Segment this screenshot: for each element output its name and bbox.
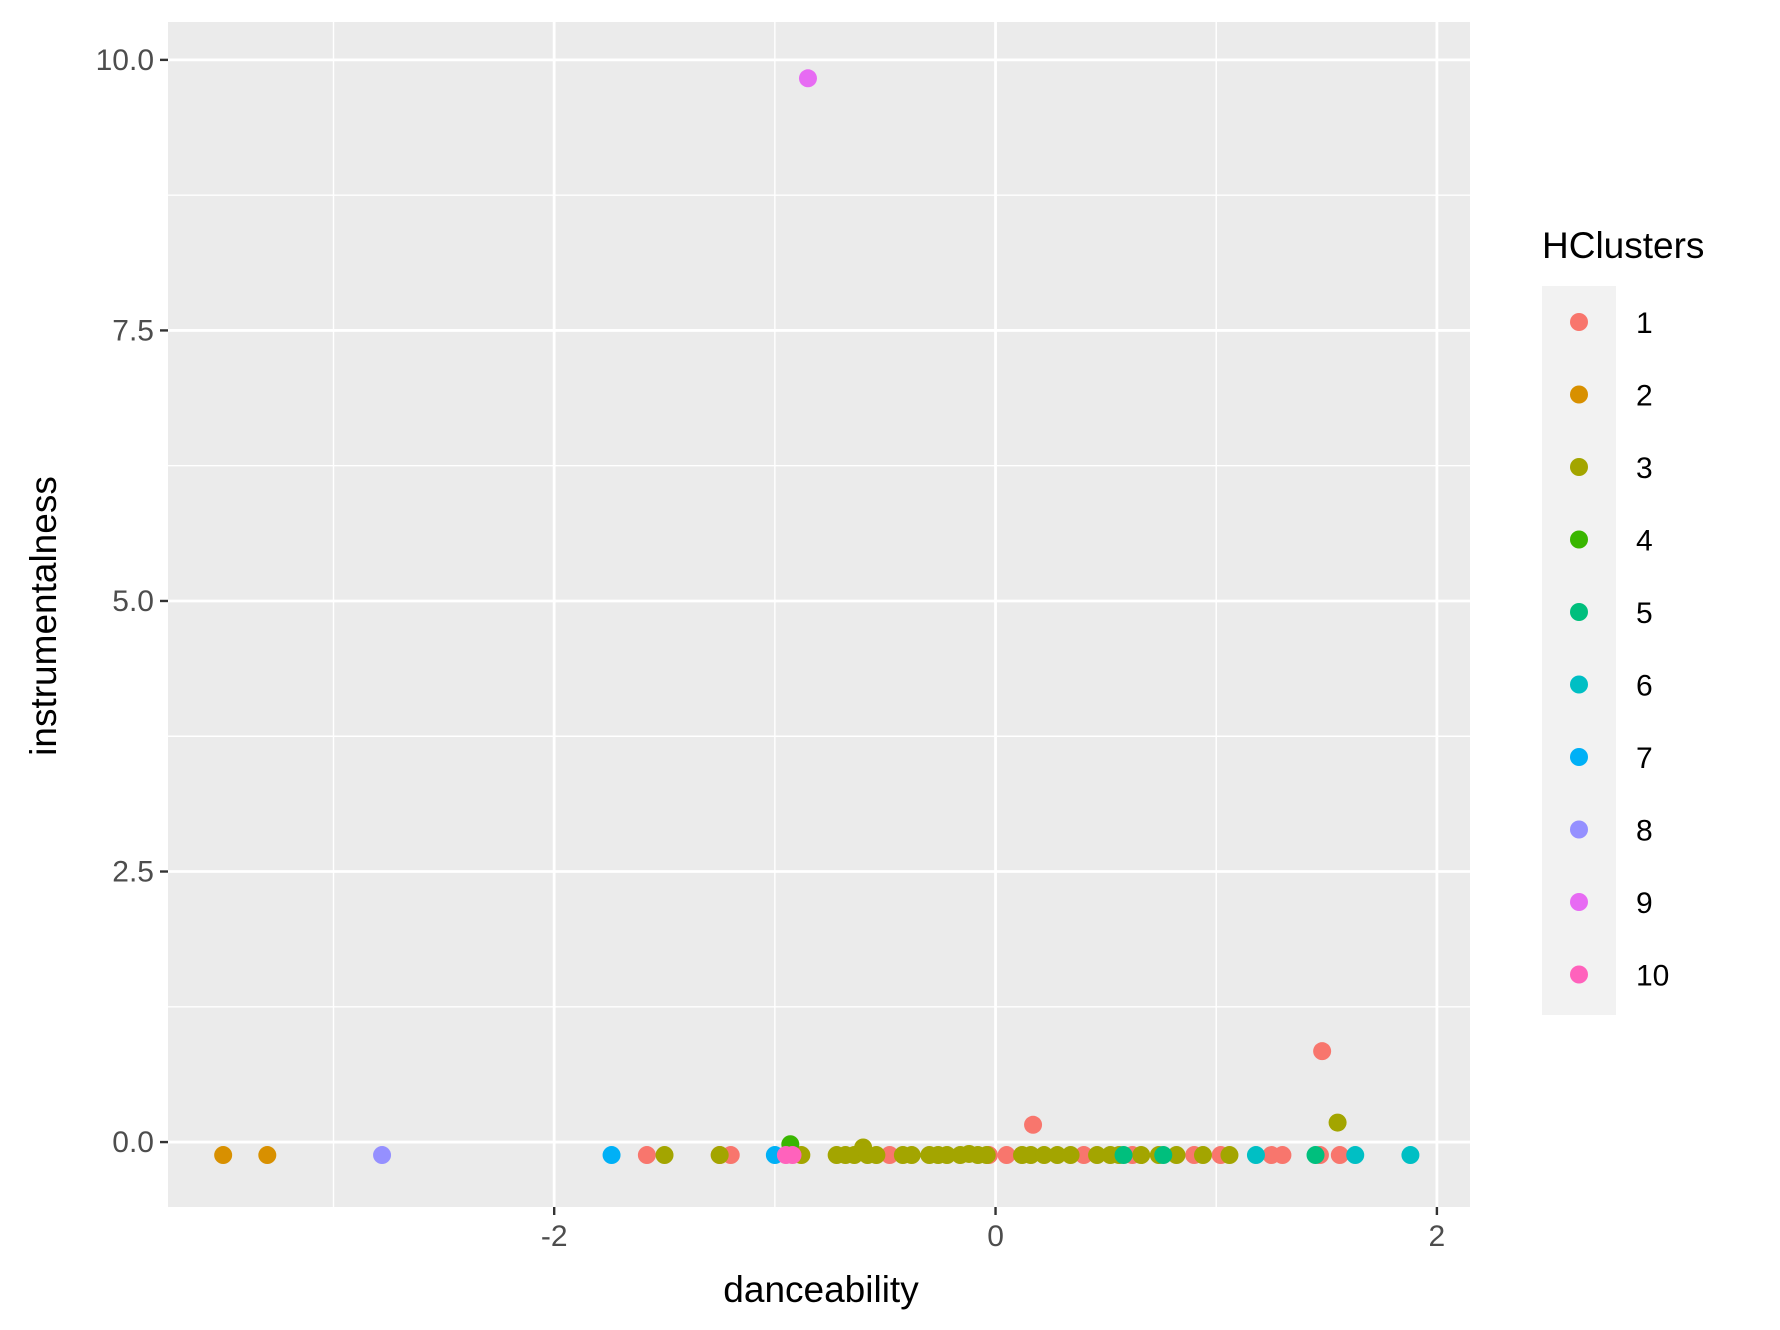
y-tick-label: 5.0 [112, 585, 154, 618]
point-cluster-3 [977, 1146, 996, 1165]
legend-label-3: 3 [1636, 452, 1653, 485]
y-axis-title: instrumentalness [23, 476, 64, 756]
x-axis-title: danceability [723, 1269, 919, 1310]
legend-label-4: 4 [1636, 525, 1653, 558]
legend-label-1: 1 [1636, 307, 1653, 340]
point-cluster-2 [258, 1146, 277, 1165]
point-cluster-3 [1021, 1146, 1040, 1165]
point-cluster-5 [1306, 1146, 1325, 1165]
point-cluster-6 [1346, 1146, 1365, 1165]
x-tick-label: 0 [987, 1220, 1004, 1253]
legend-key-3 [1570, 458, 1588, 476]
x-tick-label: 2 [1429, 1220, 1446, 1253]
legend-key-9 [1570, 893, 1588, 911]
point-cluster-3 [1048, 1146, 1067, 1165]
data-points [214, 69, 1420, 1165]
point-cluster-3 [1193, 1146, 1212, 1165]
legend-key-6 [1570, 675, 1588, 694]
legend-label-7: 7 [1636, 742, 1653, 775]
legend-label-2: 2 [1636, 380, 1653, 413]
point-cluster-5 [1154, 1146, 1173, 1165]
point-cluster-1 [1330, 1146, 1349, 1165]
legend-key-7 [1570, 748, 1588, 766]
legend-title: HClusters [1542, 225, 1704, 266]
legend-key-5 [1570, 603, 1588, 621]
point-cluster-3 [1061, 1146, 1080, 1165]
x-tick-label: -2 [541, 1220, 568, 1253]
point-cluster-9 [798, 69, 817, 88]
y-tick-label: 10.0 [96, 44, 154, 77]
legend-label-8: 8 [1636, 815, 1653, 848]
point-cluster-1 [1074, 1146, 1093, 1165]
point-cluster-10 [783, 1146, 802, 1165]
y-tick-label: 0.0 [112, 1126, 154, 1159]
point-cluster-3 [902, 1146, 921, 1165]
legend-key-1 [1570, 313, 1588, 331]
point-cluster-3 [1088, 1146, 1107, 1165]
point-cluster-3 [867, 1146, 886, 1165]
minor-gridlines [168, 22, 1470, 1207]
y-tick-label: 2.5 [112, 856, 154, 889]
point-cluster-3 [655, 1146, 674, 1165]
point-cluster-1 [1024, 1115, 1043, 1134]
legend-label-6: 6 [1636, 670, 1653, 703]
legend-key-4 [1570, 530, 1588, 549]
point-cluster-1 [1313, 1042, 1332, 1061]
point-cluster-1 [880, 1146, 899, 1165]
point-cluster-3 [1167, 1146, 1186, 1165]
point-cluster-3 [1328, 1113, 1347, 1132]
point-cluster-3 [1035, 1146, 1054, 1165]
y-tick-label: 7.5 [112, 314, 154, 347]
x-axis: -2 0 2 [541, 1207, 1445, 1253]
legend-label-10: 10 [1636, 960, 1669, 993]
legend-key-2 [1570, 385, 1588, 404]
point-cluster-6 [1401, 1146, 1420, 1165]
point-cluster-8 [373, 1146, 392, 1165]
plot-panel [168, 22, 1470, 1207]
point-cluster-1 [637, 1146, 656, 1165]
point-cluster-3 [937, 1146, 956, 1165]
point-cluster-2 [214, 1146, 233, 1165]
point-cluster-1 [997, 1146, 1016, 1165]
legend: HClusters 1 2 3 4 5 6 7 8 9 10 [1542, 225, 1704, 1015]
point-cluster-3 [1132, 1146, 1151, 1165]
point-cluster-7 [602, 1146, 621, 1165]
legend-label-5: 5 [1636, 597, 1653, 630]
legend-label-9: 9 [1636, 887, 1653, 920]
major-gridlines [168, 22, 1470, 1207]
point-cluster-1 [1273, 1146, 1292, 1165]
point-cluster-3 [710, 1146, 729, 1165]
y-axis: 0.0 2.5 5.0 7.5 10.0 [96, 44, 168, 1159]
point-cluster-6 [1246, 1146, 1265, 1165]
legend-key-8 [1570, 820, 1588, 839]
point-cluster-5 [1114, 1146, 1133, 1165]
point-cluster-3 [1220, 1146, 1239, 1165]
legend-key-10 [1570, 965, 1588, 984]
